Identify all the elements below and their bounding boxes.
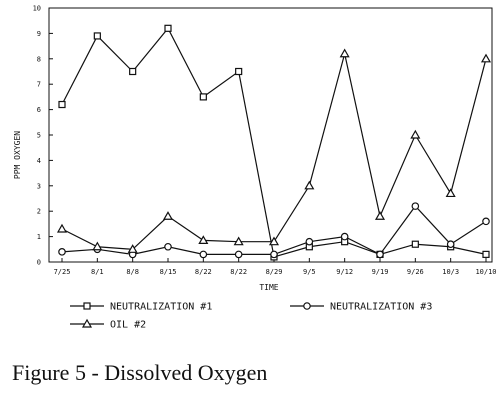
- y-tick-label: 8: [37, 55, 41, 63]
- data-point: [92, 241, 103, 251]
- data-point: [270, 250, 278, 259]
- data-point: [162, 211, 174, 220]
- data-point: [235, 67, 243, 76]
- data-point: [199, 250, 208, 259]
- data-point: [482, 217, 490, 226]
- data-point: [164, 242, 172, 251]
- y-tick-label: 10: [33, 5, 41, 13]
- y-tick-label: 9: [37, 30, 41, 38]
- data-point: [376, 250, 384, 259]
- y-tick-label: 6: [37, 106, 41, 114]
- legend-item: NEUTRALIZATION #3: [290, 302, 432, 313]
- series-line: [61, 205, 487, 256]
- series-3: [56, 48, 492, 253]
- y-axis-ticks: 0 1 2 3 4 5 6 7 8 9 10: [33, 5, 53, 267]
- x-tick-label: 8/22: [230, 268, 247, 276]
- series-line: [61, 53, 487, 250]
- legend-item: OIL #2: [70, 318, 146, 331]
- legend: NEUTRALIZATION #1 NEUTRALIZATION #3 OIL #2: [70, 302, 432, 331]
- y-tick-label: 5: [37, 132, 41, 140]
- data-point: [198, 235, 209, 245]
- legend-label: OIL #2: [110, 320, 146, 331]
- data-point: [127, 244, 138, 253]
- data-point: [374, 211, 386, 220]
- x-tick-label: 10/3: [442, 268, 459, 276]
- series-layer: [56, 24, 492, 261]
- series-1: [58, 24, 490, 261]
- data-point: [411, 202, 420, 210]
- data-point: [268, 236, 280, 246]
- y-tick-label: 1: [37, 233, 41, 241]
- data-point: [445, 188, 456, 198]
- data-point: [411, 240, 419, 248]
- figure-caption: Figure 5 - Dissolved Oxygen: [12, 360, 268, 385]
- data-point: [304, 180, 315, 190]
- data-point: [340, 232, 349, 241]
- y-tick-label: 3: [37, 182, 41, 190]
- y-tick-label: 2: [37, 208, 41, 216]
- x-tick-label: 9/12: [336, 268, 353, 276]
- dissolved-oxygen-chart: 0 1 2 3 4 5 6 7 8 9 10 7/25 8/1 8/8 8/15 8/22 8/22 8/29 9…: [13, 5, 497, 331]
- data-point: [410, 129, 421, 139]
- x-tick-label: 8/29: [266, 268, 283, 276]
- data-point: [339, 48, 350, 58]
- y-tick-label: 0: [37, 259, 41, 267]
- legend-label: NEUTRALIZATION #1: [110, 302, 212, 313]
- legend-marker: [303, 302, 311, 310]
- x-tick-label: 8/1: [91, 268, 104, 276]
- legend-marker: [81, 318, 93, 328]
- y-axis-title: PPM OXYGEN: [13, 131, 22, 179]
- y-tick-label: 4: [37, 157, 41, 165]
- x-tick-label: 8/15: [160, 268, 177, 276]
- data-point: [129, 67, 137, 76]
- series-2: [58, 202, 490, 259]
- x-axis-ticks: 7/25 8/1 8/8 8/15 8/22 8/22 8/29 9/5 9/12 9/19 9/2…: [54, 258, 497, 276]
- legend-marker: [83, 302, 91, 310]
- x-tick-label: 8/8: [126, 268, 139, 276]
- series-line: [61, 27, 487, 258]
- data-point: [305, 237, 314, 246]
- x-tick-label: 9/5: [303, 268, 316, 276]
- legend-item: NEUTRALIZATION #1: [70, 302, 212, 313]
- data-point: [164, 24, 172, 32]
- data-point: [93, 32, 101, 40]
- x-axis-title: TIME: [259, 283, 278, 292]
- plot-frame: [48, 7, 493, 263]
- y-tick-label: 7: [37, 81, 41, 89]
- legend-label: NEUTRALIZATION #3: [330, 302, 432, 313]
- data-point: [199, 93, 207, 101]
- data-point: [446, 240, 455, 249]
- plot-area-border: [48, 7, 493, 263]
- x-tick-label: 7/25: [54, 268, 71, 276]
- data-point: [482, 250, 490, 258]
- x-tick-label: 8/22: [195, 268, 212, 276]
- data-point: [233, 236, 244, 246]
- data-point: [56, 223, 68, 233]
- data-point: [234, 250, 243, 259]
- data-point: [480, 53, 492, 63]
- x-tick-label: 9/19: [372, 268, 389, 276]
- x-tick-label: 9/26: [407, 268, 424, 276]
- x-tick-label: 10/10: [475, 268, 496, 276]
- data-point: [58, 100, 66, 109]
- data-point: [58, 248, 66, 256]
